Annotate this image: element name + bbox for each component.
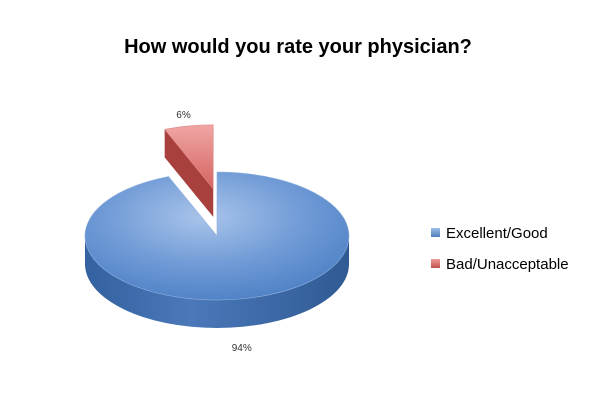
pie-plot-area xyxy=(84,124,350,328)
legend-swatch-bad-unacceptable xyxy=(431,259,440,268)
data-label-bad-unacceptable: 6% xyxy=(176,110,191,121)
legend: Excellent/Good Bad/Unacceptable xyxy=(431,225,569,273)
pie-slice-bad-unacceptable xyxy=(164,124,214,217)
data-label-excellent-good: 94% xyxy=(232,343,252,354)
pie-slice-excellent-good xyxy=(84,171,350,328)
legend-entry-excellent-good: Excellent/Good xyxy=(446,225,548,242)
chart-title: How would you rate your physician? xyxy=(124,36,472,58)
legend-entry-bad-unacceptable: Bad/Unacceptable xyxy=(446,256,569,273)
legend-swatch-excellent-good xyxy=(431,228,440,237)
